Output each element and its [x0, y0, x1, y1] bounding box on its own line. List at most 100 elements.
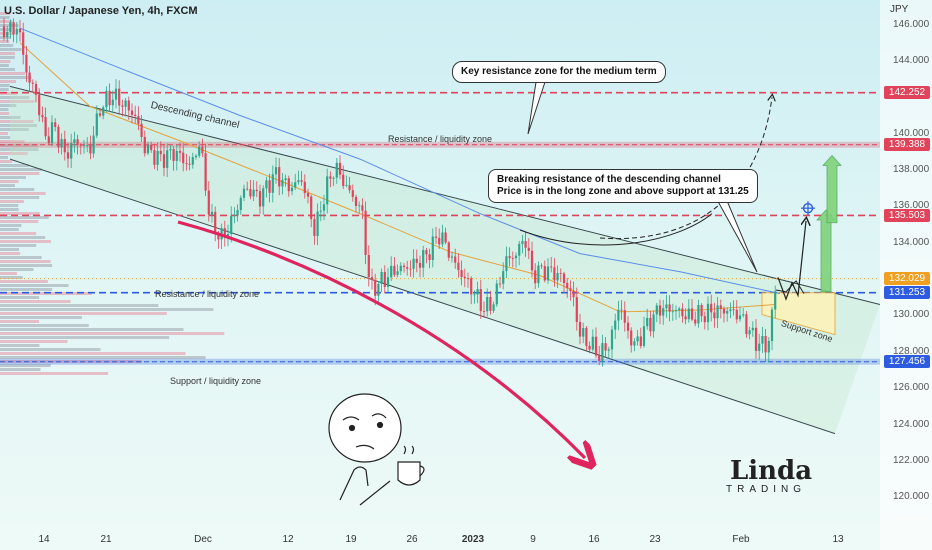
- candle-body: [156, 150, 159, 165]
- candle-body: [668, 304, 671, 312]
- volume-profile-bar: [0, 72, 26, 75]
- x-tick-label: 14: [38, 534, 50, 545]
- x-tick-label: Dec: [194, 534, 212, 545]
- candle-body: [620, 309, 623, 311]
- candle-body: [530, 250, 534, 271]
- candle-body: [9, 22, 12, 32]
- candle-body: [438, 237, 441, 245]
- candle-body: [578, 322, 582, 337]
- volume-profile-bar: [0, 256, 42, 259]
- volume-profile-bar: [0, 268, 34, 271]
- price-tag: 139.388: [884, 138, 930, 152]
- x-tick-label: 26: [406, 534, 418, 545]
- candle-body: [399, 265, 402, 272]
- candle-body: [502, 271, 505, 284]
- candle-body: [745, 314, 748, 335]
- projected-zigzag: [775, 280, 805, 294]
- x-tick-label: 12: [282, 534, 294, 545]
- candle-body: [364, 210, 367, 255]
- volume-profile-bar: [0, 320, 39, 323]
- candle-body: [124, 100, 127, 107]
- candle-body: [774, 291, 777, 310]
- candle-body: [476, 289, 479, 295]
- currency-label: JPY: [890, 4, 909, 15]
- candle-body: [319, 210, 322, 212]
- volume-profile-bar: [0, 180, 19, 183]
- volume-profile-bar: [0, 324, 89, 327]
- candle-body: [607, 349, 610, 351]
- volume-profile-bar: [0, 140, 25, 143]
- candle-body: [370, 277, 374, 280]
- candle-body: [54, 122, 57, 127]
- candle-body: [102, 107, 105, 116]
- volume-profile-bar: [0, 328, 184, 331]
- candle-body: [217, 232, 220, 240]
- callout-breakout-line2: Price is in the long zone and above supp…: [497, 186, 749, 197]
- y-tick-label: 122.000: [893, 454, 930, 466]
- candle-body: [105, 90, 108, 108]
- candle-body: [441, 232, 444, 245]
- callout-breakout: Breaking resistance of the descending ch…: [488, 169, 758, 203]
- candle-body: [495, 283, 498, 305]
- volume-profile-bar: [0, 284, 69, 287]
- volume-profile-bar: [0, 336, 170, 339]
- volume-profile-bar: [0, 80, 16, 83]
- candle-body: [70, 143, 73, 159]
- candle-body: [262, 188, 265, 207]
- candle-body: [25, 54, 28, 73]
- linda-trading-logo: Linda TRADING: [720, 458, 812, 495]
- face-mouth: [355, 444, 375, 450]
- thinking-face-doodle: [328, 393, 425, 506]
- candle-body: [498, 283, 502, 285]
- face-brows: [342, 413, 387, 421]
- candle-body: [559, 273, 562, 274]
- breakout-curve: [519, 213, 713, 246]
- volume-profile-bar: [0, 304, 159, 307]
- candle-body: [527, 247, 530, 251]
- x-tick-label: 13: [832, 534, 844, 545]
- candle-body: [127, 100, 130, 111]
- candle-body: [82, 145, 86, 146]
- candle-body: [374, 280, 377, 296]
- candle-body: [751, 327, 754, 331]
- candle-body: [278, 167, 281, 187]
- candle-body: [358, 205, 361, 207]
- volume-profile-bar: [0, 20, 13, 23]
- candle-body: [41, 115, 44, 118]
- candle-body: [713, 312, 716, 319]
- y-tick-label: 124.000: [893, 418, 930, 430]
- candle-body: [447, 242, 450, 258]
- price-tag: 142.252: [884, 86, 930, 100]
- candle-body: [518, 243, 521, 256]
- candle-body: [710, 303, 713, 313]
- target-crosshair-icon: [801, 201, 815, 216]
- volume-profile-bar: [0, 292, 92, 295]
- volume-profile-bar: [0, 48, 22, 51]
- volume-profile-bar: [0, 332, 225, 335]
- candle-body: [706, 303, 710, 323]
- x-tick-label: 9: [530, 534, 536, 545]
- volume-profile-bar: [0, 240, 51, 243]
- volume-profile-bar: [0, 96, 30, 99]
- candle-body: [95, 113, 98, 136]
- candle-body: [223, 228, 226, 237]
- candle-body: [684, 316, 687, 320]
- candle-body: [338, 162, 342, 175]
- logo-main: Linda: [730, 456, 813, 486]
- dashed-projection-arrow: [599, 97, 772, 240]
- candle-body: [722, 308, 726, 314]
- face-hand: [339, 466, 391, 506]
- volume-profile-bar: [0, 300, 71, 303]
- candle-body: [111, 99, 114, 106]
- candle-body: [246, 188, 249, 190]
- candle-body: [524, 241, 527, 248]
- candle-body: [290, 187, 294, 192]
- candle-body: [377, 283, 380, 296]
- candle-body: [175, 151, 178, 161]
- candle-body: [678, 308, 681, 311]
- volume-profile-bar: [0, 220, 39, 223]
- candle-body: [505, 256, 508, 272]
- candle-body: [511, 258, 514, 259]
- candle-body: [172, 148, 175, 161]
- candle-body: [386, 277, 390, 287]
